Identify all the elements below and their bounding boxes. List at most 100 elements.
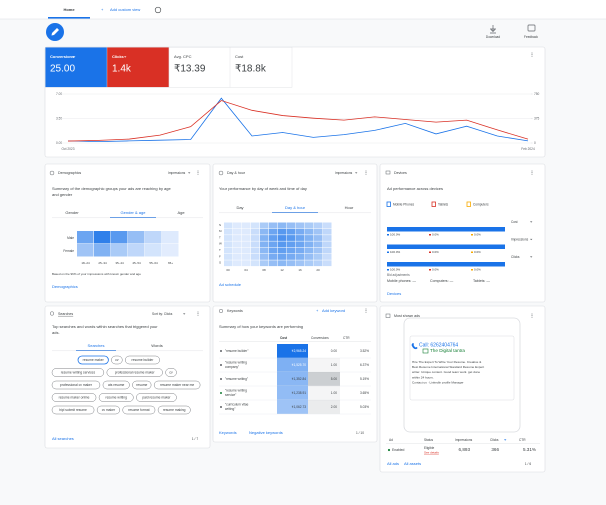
menu-dot[interactable] — [531, 316, 533, 318]
metric-tile[interactable] — [168, 47, 232, 88]
conversions: 1.00 — [331, 363, 337, 367]
action[interactable]: Add keyword — [322, 308, 345, 313]
menu-dot[interactable] — [197, 173, 199, 175]
menu-dot[interactable] — [531, 170, 533, 172]
heat-cell — [251, 247, 260, 254]
tab[interactable]: Gender & age — [121, 210, 147, 215]
toolbar-label[interactable]: Download — [486, 35, 500, 39]
help-icon[interactable] — [154, 6, 162, 14]
link[interactable]: All ads — [387, 461, 399, 466]
dropdown[interactable]: Impressions — [511, 237, 529, 241]
link[interactable]: Negative keywords — [249, 430, 283, 435]
dropdown-caret[interactable] — [530, 221, 533, 223]
search-chip[interactable] — [102, 380, 130, 390]
search-chip[interactable] — [153, 380, 201, 390]
metric-tile[interactable] — [229, 47, 293, 88]
tab[interactable]: Add custom view — [110, 7, 140, 12]
menu-dot[interactable] — [197, 170, 199, 172]
metric-tile[interactable] — [45, 47, 108, 88]
conversions-cell — [308, 372, 340, 386]
search-chip[interactable] — [125, 355, 160, 365]
dropdown[interactable]: Sort by: Clicks — [152, 312, 173, 316]
heat-cell — [224, 247, 233, 254]
link[interactable]: All searches — [52, 436, 74, 441]
metric-label[interactable]: Conversions — [50, 54, 75, 59]
day-label: S — [219, 223, 221, 227]
download-icon[interactable] — [490, 25, 496, 34]
search-chip[interactable] — [132, 380, 152, 390]
dropdown[interactable]: Cost — [511, 220, 518, 224]
menu-dot[interactable] — [197, 172, 199, 174]
detail-link[interactable]: See details — [424, 450, 439, 454]
search-chip[interactable] — [96, 405, 120, 415]
search-chip[interactable] — [106, 368, 163, 377]
menu-dot[interactable] — [531, 55, 533, 57]
search-chip[interactable] — [51, 368, 105, 377]
dropdown-caret[interactable] — [530, 256, 533, 258]
conversions-cell — [308, 400, 340, 414]
dropdown-caret[interactable] — [504, 439, 507, 441]
search-chip[interactable] — [51, 405, 95, 415]
link[interactable]: All assets — [404, 461, 421, 466]
tab[interactable]: Day & hour — [285, 205, 306, 210]
heat-cell — [269, 247, 278, 254]
menu-dot[interactable] — [365, 170, 367, 172]
menu-dot[interactable] — [531, 313, 533, 315]
cost: ₹2,965.24 — [292, 349, 307, 353]
legend-label: Mobile Phones — [393, 202, 414, 206]
tab[interactable]: Day — [236, 205, 243, 210]
heat-cell — [111, 231, 128, 244]
cost-cell — [277, 386, 308, 400]
menu-dot[interactable] — [365, 308, 367, 310]
metric-label[interactable]: Clicks — [112, 54, 125, 59]
dropdown[interactable]: Impressions — [168, 171, 186, 175]
dropdown-caret[interactable] — [355, 172, 358, 174]
dropdown[interactable]: Impressions — [335, 171, 353, 175]
tab[interactable]: Searches — [88, 343, 105, 348]
search-chip[interactable] — [136, 393, 177, 402]
metric-tile[interactable] — [106, 47, 170, 88]
dropdown-caret[interactable] — [124, 56, 127, 58]
menu-dot[interactable] — [531, 54, 533, 56]
menu-dot[interactable] — [197, 311, 199, 313]
tab[interactable]: Hour — [345, 205, 354, 210]
link[interactable]: Ad schedule — [219, 282, 242, 287]
search-chip[interactable] — [77, 355, 109, 365]
menu-dot[interactable] — [365, 173, 367, 175]
link[interactable]: Demographics — [52, 284, 78, 289]
tab[interactable]: Words — [151, 343, 162, 348]
menu-dot[interactable] — [197, 314, 199, 316]
metric-label[interactable]: Cost — [235, 54, 244, 59]
metric-label[interactable]: Avg. CPC — [174, 54, 192, 59]
search-chip[interactable] — [111, 355, 123, 365]
menu-dot[interactable] — [531, 52, 533, 54]
menu-dot[interactable] — [531, 172, 533, 174]
column-label: 18–24 — [81, 261, 90, 265]
dropdown-caret[interactable] — [73, 56, 76, 58]
dropdown-caret[interactable] — [530, 238, 533, 241]
menu-dot[interactable] — [365, 172, 367, 174]
menu-dot[interactable] — [531, 315, 533, 317]
link[interactable]: Devices — [387, 291, 401, 296]
value-label: 0.0% — [432, 233, 439, 237]
search-chip[interactable] — [165, 368, 177, 377]
feedback-icon[interactable] — [527, 24, 536, 32]
tab[interactable]: Home — [63, 7, 75, 12]
search-chip[interactable] — [51, 380, 101, 390]
tab[interactable]: Age — [177, 210, 185, 215]
dropdown-caret[interactable] — [183, 313, 186, 315]
toolbar-label[interactable]: Feedback — [524, 35, 538, 39]
link[interactable]: Keywords — [219, 430, 237, 435]
search-chip[interactable] — [98, 393, 134, 402]
menu-dot[interactable] — [365, 311, 367, 313]
menu-dot[interactable] — [365, 310, 367, 312]
menu-dot[interactable] — [197, 313, 199, 315]
tab[interactable]: Gender — [65, 210, 79, 215]
description: Summary of how your keywords are perform… — [219, 324, 303, 329]
dropdown[interactable]: Clicks — [511, 255, 520, 259]
search-chip[interactable] — [51, 393, 97, 402]
dropdown-caret[interactable] — [188, 172, 191, 174]
menu-dot[interactable] — [531, 173, 533, 175]
search-chip[interactable] — [157, 405, 191, 415]
search-chip[interactable] — [122, 405, 156, 415]
